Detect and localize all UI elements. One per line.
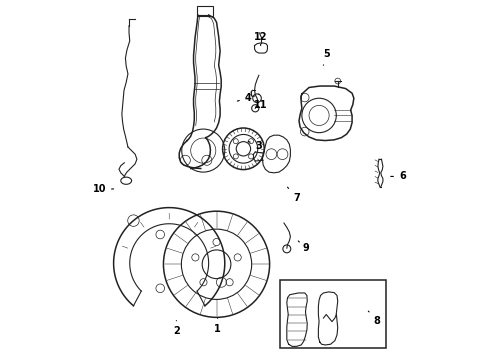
Text: 4: 4: [237, 93, 251, 103]
Text: 10: 10: [92, 184, 113, 194]
Text: 11: 11: [253, 94, 267, 110]
Text: 9: 9: [298, 241, 308, 253]
Text: 2: 2: [173, 320, 180, 336]
Text: 1: 1: [214, 318, 221, 334]
Bar: [280, 280, 386, 348]
Text: 12: 12: [253, 32, 267, 45]
Bar: [197, 6, 212, 17]
Text: 5: 5: [323, 49, 330, 65]
Text: 3: 3: [247, 141, 262, 151]
Text: 6: 6: [390, 171, 405, 181]
Text: 8: 8: [367, 311, 380, 325]
Text: 7: 7: [287, 187, 299, 203]
